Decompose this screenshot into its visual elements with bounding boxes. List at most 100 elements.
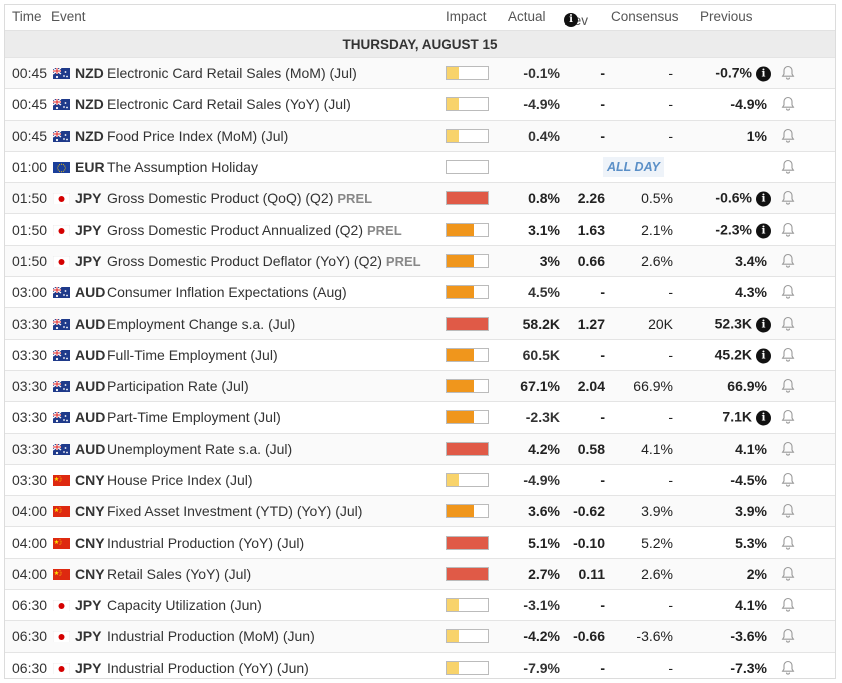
event-row[interactable]: 06:30 JPY Industrial Production (YoY) (Jun… xyxy=(5,651,835,683)
event-name[interactable]: Industrial Production (MoM) (Jun) xyxy=(107,628,315,644)
event-name[interactable]: Unemployment Rate s.a. (Jul) xyxy=(107,441,292,457)
bell-icon[interactable] xyxy=(780,65,796,81)
bell-icon[interactable] xyxy=(780,409,796,425)
info-icon[interactable]: i xyxy=(564,13,578,27)
col-event[interactable]: Event xyxy=(51,9,86,24)
impact-fill xyxy=(447,505,474,518)
bell-icon[interactable] xyxy=(780,316,796,332)
bell-icon[interactable] xyxy=(780,96,796,112)
info-icon[interactable]: i xyxy=(756,348,771,364)
bell-icon[interactable] xyxy=(780,284,796,300)
bell-icon[interactable] xyxy=(780,566,796,582)
consensus-value: -3.6% xyxy=(636,628,673,645)
actual-value: -4.9% xyxy=(523,96,560,113)
impact-bar xyxy=(446,598,489,613)
event-row[interactable]: 00:45 NZD Electronic Card Retail Sales (Yo… xyxy=(5,88,835,119)
event-name-text: Unemployment Rate s.a. (Jul) xyxy=(107,440,293,457)
event-row[interactable]: 00:45 NZD Electronic Card Retail Sales (Mo… xyxy=(5,57,835,89)
impact-bar xyxy=(446,566,489,581)
info-icon[interactable]: i xyxy=(756,191,771,207)
event-row[interactable]: 03:30 AUD Unemployment Rate s.a. (Jul) 4.2%… xyxy=(5,432,835,464)
event-time: 01:00 xyxy=(12,159,48,176)
event-name[interactable]: Capacity Utilization (Jun) xyxy=(107,597,262,613)
event-row[interactable]: 04:00 CNY Industrial Production (YoY) (Jul… xyxy=(5,526,835,557)
event-name-text: The Assumption Holiday xyxy=(107,159,258,176)
event-name[interactable]: Industrial Production (YoY) (Jun) xyxy=(107,660,309,676)
actual-value: 2.7% xyxy=(528,565,560,582)
event-row[interactable]: 03:30 AUD Participation Rate (Jul) 67.1% 2.0… xyxy=(5,369,835,402)
deviation-value: 0.11 xyxy=(578,565,605,582)
event-row[interactable]: 00:45 NZD Food Price Index (MoM) (Jul) 0.4%… xyxy=(5,119,835,151)
event-row[interactable]: 01:50 JPY Gross Domestic Product Deflator … xyxy=(5,244,835,277)
event-name-text: Retail Sales (YoY) (Jul) xyxy=(107,565,252,582)
actual-value: -2.3K xyxy=(525,409,560,426)
consensus-value: - xyxy=(668,409,673,426)
event-name[interactable]: Food Price Index (MoM) (Jul) xyxy=(107,128,288,144)
event-row[interactable]: 03:30 CNY House Price Index (Jul) -4.9% - - -4… xyxy=(5,463,835,495)
actual-value: -7.9% xyxy=(523,659,560,676)
col-previous[interactable]: Previous xyxy=(700,9,753,24)
bell-icon[interactable] xyxy=(780,159,796,175)
info-icon[interactable]: i xyxy=(756,410,771,426)
bell-icon[interactable] xyxy=(780,472,796,488)
event-row[interactable]: 01:50 JPY Gross Domestic Product (QoQ) (Q2… xyxy=(5,182,835,214)
event-name[interactable]: Full-Time Employment (Jul) xyxy=(107,347,278,363)
event-name[interactable]: Electronic Card Retail Sales (MoM) (Jul) xyxy=(107,65,357,81)
info-icon[interactable]: i xyxy=(756,223,771,239)
bell-icon[interactable] xyxy=(780,347,796,363)
event-row[interactable]: 01:00 EUR The Assumption Holiday ALL DAY xyxy=(5,150,835,182)
bell-icon[interactable] xyxy=(780,597,796,613)
event-row[interactable]: 03:30 AUD Part-Time Employment (Jul) -2.3K -… xyxy=(5,401,835,432)
event-name[interactable]: Retail Sales (YoY) (Jul) xyxy=(107,566,251,582)
event-row[interactable]: 06:30 JPY Capacity Utilization (Jun) -3.1% -… xyxy=(5,589,835,620)
bell-icon[interactable] xyxy=(780,503,796,519)
flag-jp-icon xyxy=(53,224,70,236)
col-impact[interactable]: Impact xyxy=(446,9,487,24)
prel-badge: PREL xyxy=(385,253,421,269)
event-name[interactable]: Gross Domestic Product (QoQ) (Q2) PREL xyxy=(107,190,372,206)
bell-icon[interactable] xyxy=(780,222,796,238)
event-name[interactable]: Gross Domestic Product Deflator (YoY) (Q… xyxy=(107,253,421,269)
event-row[interactable]: 06:30 JPY Industrial Production (MoM) (Jun… xyxy=(5,620,835,652)
info-icon[interactable]: i xyxy=(756,317,771,333)
event-currency: NZD xyxy=(75,96,104,113)
previous-value: 7.1K i xyxy=(722,409,771,426)
previous-value-text: -7.3% xyxy=(730,659,767,676)
col-actual[interactable]: Actual xyxy=(508,9,546,24)
event-row[interactable]: 01:50 JPY Gross Domestic Product Annualize… xyxy=(5,213,835,244)
previous-value: -2.3% i xyxy=(715,221,771,239)
bell-icon[interactable] xyxy=(780,378,796,394)
event-row[interactable]: 03:30 AUD Employment Change s.a. (Jul) 58.2… xyxy=(5,307,835,339)
event-name[interactable]: Electronic Card Retail Sales (YoY) (Jul) xyxy=(107,96,351,112)
event-row[interactable]: 03:00 AUD Consumer Inflation Expectations … xyxy=(5,276,835,307)
impact-fill xyxy=(447,599,460,612)
bell-icon[interactable] xyxy=(780,535,796,551)
event-name[interactable]: The Assumption Holiday xyxy=(107,159,258,175)
event-name[interactable]: Part-Time Employment (Jul) xyxy=(107,409,281,425)
event-row[interactable]: 03:30 AUD Full-Time Employment (Jul) 60.5K -… xyxy=(5,338,835,370)
event-name[interactable]: Fixed Asset Investment (YTD) (YoY) (Jul) xyxy=(107,503,362,519)
event-time: 01:50 xyxy=(12,190,48,207)
deviation-value: - xyxy=(600,346,605,363)
event-name[interactable]: Industrial Production (YoY) (Jul) xyxy=(107,535,304,551)
bell-icon[interactable] xyxy=(780,128,796,144)
event-name[interactable]: Consumer Inflation Expectations (Aug) xyxy=(107,284,347,300)
bell-icon[interactable] xyxy=(780,628,796,644)
event-row[interactable]: 04:00 CNY Retail Sales (YoY) (Jul) 2.7% 0.11… xyxy=(5,557,835,590)
col-time[interactable]: Time xyxy=(12,9,42,24)
event-name[interactable]: House Price Index (Jul) xyxy=(107,472,253,488)
consensus-value: 2.6% xyxy=(641,252,673,269)
event-name[interactable]: Participation Rate (Jul) xyxy=(107,378,249,394)
bell-icon[interactable] xyxy=(780,253,796,269)
flag-jp-icon xyxy=(53,599,70,612)
event-time: 03:30 xyxy=(12,472,48,488)
info-icon[interactable]: i xyxy=(756,66,771,82)
event-currency: AUD xyxy=(75,346,106,363)
bell-icon[interactable] xyxy=(780,441,796,457)
bell-icon[interactable] xyxy=(780,190,796,206)
event-name[interactable]: Employment Change s.a. (Jul) xyxy=(107,316,295,332)
col-consensus[interactable]: Consensus xyxy=(611,9,679,24)
event-name[interactable]: Gross Domestic Product Annualized (Q2) PR… xyxy=(107,222,402,238)
bell-icon[interactable] xyxy=(780,660,796,676)
event-row[interactable]: 04:00 CNY Fixed Asset Investment (YTD) (Yo… xyxy=(5,495,835,527)
